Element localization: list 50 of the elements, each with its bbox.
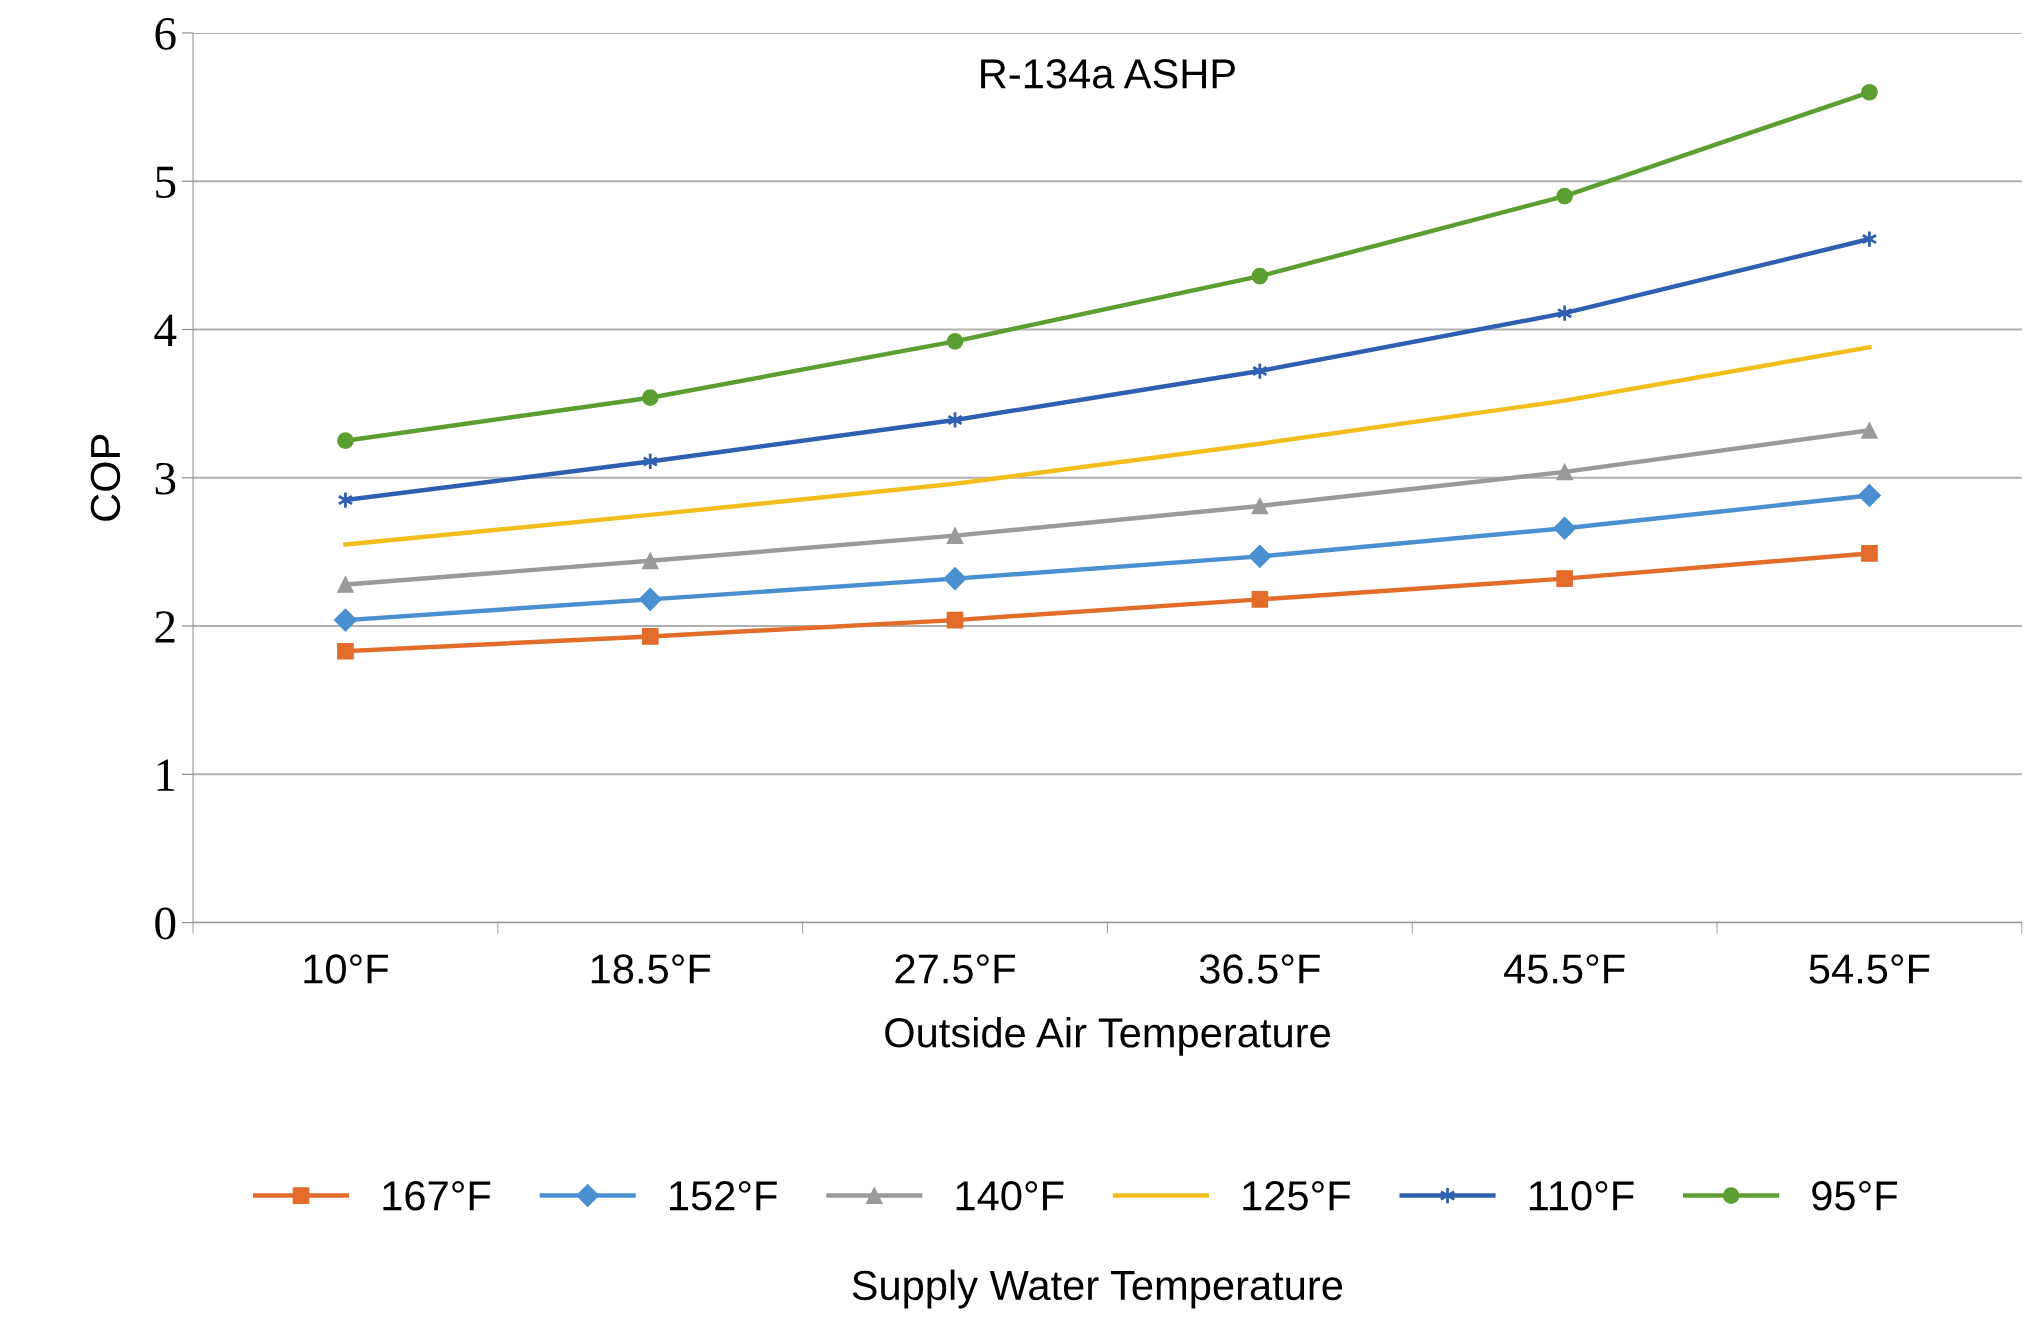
point xyxy=(1861,421,1878,439)
chart-title: R-134a ASHP xyxy=(981,59,1235,89)
legend-label: 110°F xyxy=(1529,1181,1634,1211)
x-axis-title: Outside Air Temperature xyxy=(885,1017,1330,1056)
y-axis-title: COP xyxy=(90,434,121,521)
point xyxy=(1861,83,1878,101)
x-tick-label: 18.5°F xyxy=(591,954,711,984)
point xyxy=(337,576,354,593)
y-tick-label: 4 xyxy=(154,314,177,346)
y-tick-label: 2 xyxy=(155,611,175,643)
y-tick-label: 6 xyxy=(155,18,176,50)
legend-label: 140°F xyxy=(956,1181,1064,1211)
point xyxy=(641,552,659,570)
legend-label: 167°F xyxy=(383,1181,491,1211)
point xyxy=(337,642,354,660)
point xyxy=(333,608,357,632)
legend-label: 152°F xyxy=(670,1181,777,1211)
x-tick-label: 10°F xyxy=(304,954,389,984)
legend-title: Supply Water Temperature xyxy=(852,1269,1343,1309)
point xyxy=(337,490,354,510)
point xyxy=(1251,267,1269,285)
point xyxy=(638,587,662,611)
point xyxy=(1251,361,1268,381)
point xyxy=(1251,497,1269,515)
legend-label: 125°F xyxy=(1243,1181,1351,1211)
point xyxy=(946,611,964,629)
point xyxy=(1556,187,1573,205)
line-series xyxy=(343,345,1872,547)
point xyxy=(1857,484,1881,508)
y-tick-label: 0 xyxy=(155,907,176,940)
point xyxy=(1248,544,1272,568)
y-tick-label: 1 xyxy=(157,759,175,791)
point xyxy=(1553,516,1577,540)
x-tick-label: 45.5°F xyxy=(1504,954,1625,984)
legend-label: 95°F xyxy=(1812,1181,1898,1211)
point xyxy=(1556,570,1573,587)
point xyxy=(943,567,967,591)
y-tick-label: 3 xyxy=(155,462,176,495)
point xyxy=(946,527,964,544)
point xyxy=(1861,545,1878,562)
point xyxy=(641,389,659,407)
point xyxy=(1251,591,1269,608)
x-tick-label: 27.5°F xyxy=(895,954,1015,984)
point xyxy=(337,432,354,450)
point xyxy=(641,628,659,645)
point xyxy=(1556,463,1573,481)
x-tick-label: 54.5°F xyxy=(1809,954,1930,984)
y-tick-label: 5 xyxy=(156,166,176,199)
x-tick-label: 36.5°F xyxy=(1199,954,1320,984)
point xyxy=(946,333,964,350)
